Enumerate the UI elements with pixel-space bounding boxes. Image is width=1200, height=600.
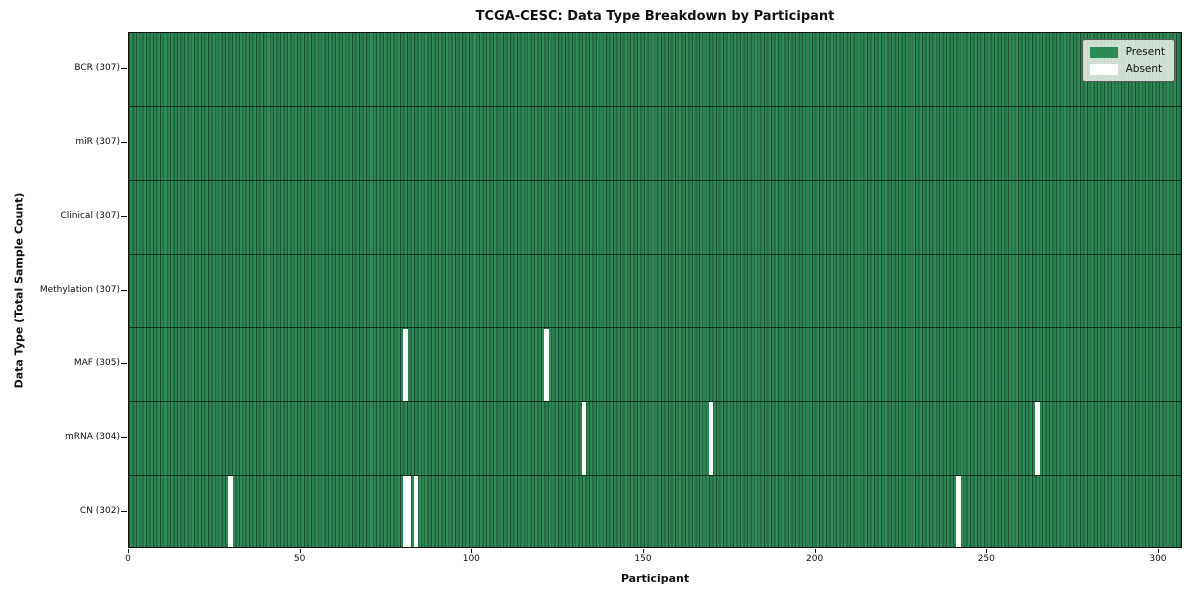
legend-label-absent: Absent <box>1125 63 1163 75</box>
row-separator <box>129 179 1181 181</box>
x-tick-label: 150 <box>634 554 652 564</box>
absent-swatch-icon <box>1089 63 1118 75</box>
present-swatch-icon <box>1089 46 1118 58</box>
x-tick-mark <box>642 549 644 553</box>
x-tick-mark <box>471 549 473 553</box>
row-separator <box>129 474 1181 476</box>
y-tick-label-mRNA: mRNA (304) <box>65 431 120 442</box>
legend-entry-absent: Absent <box>1089 63 1165 75</box>
x-axis-label: Participant <box>620 572 690 585</box>
y-tick-mark <box>121 363 127 365</box>
absent-bar-MAF-121 <box>544 328 549 402</box>
plot-area: Present Absent <box>128 32 1182 548</box>
x-tick-label: 0 <box>125 554 131 564</box>
absent-bar-CN-29 <box>228 476 233 547</box>
absent-bar-CN-81 <box>406 476 412 547</box>
legend-entry-present: Present <box>1089 46 1165 58</box>
absent-bar-mRNA-132 <box>581 402 587 475</box>
absent-bar-MAF-80 <box>403 328 408 402</box>
chart-title: TCGA-CESC: Data Type Breakdown by Partic… <box>475 9 835 24</box>
absent-bar-mRNA-264 <box>1034 402 1040 475</box>
y-tick-mark <box>121 68 127 70</box>
y-tick-mark <box>121 510 127 512</box>
x-tick-mark <box>299 549 301 553</box>
row-separator <box>129 106 1181 108</box>
x-tick-label: 50 <box>293 554 306 564</box>
row-separator <box>129 253 1181 255</box>
y-tick-label-MAF: MAF (305) <box>73 358 120 369</box>
absent-bar-CN-80 <box>403 476 408 547</box>
legend: Present Absent <box>1081 39 1175 82</box>
y-tick-mark <box>121 289 127 291</box>
row-separator <box>129 401 1181 403</box>
x-tick-mark <box>814 549 816 553</box>
y-tick-label-Clinical: Clinical (307) <box>60 210 120 221</box>
y-tick-mark <box>121 142 127 144</box>
y-tick-label-Methylation: Methylation (307) <box>39 284 120 295</box>
y-tick-mark <box>121 215 127 217</box>
x-tick-label: 200 <box>806 554 824 564</box>
x-tick-label: 100 <box>462 554 480 564</box>
x-tick-label: 300 <box>1149 554 1167 564</box>
row-separator <box>129 327 1181 329</box>
x-tick-label: 250 <box>977 554 995 564</box>
y-tick-label-miR: miR (307) <box>75 137 120 148</box>
plot-area-inner <box>129 33 1181 547</box>
legend-label-present: Present <box>1125 46 1165 58</box>
absent-bar-CN-241 <box>956 476 961 547</box>
y-tick-label-BCR: BCR (307) <box>74 63 120 74</box>
x-tick-mark <box>128 549 129 553</box>
y-tick-label-CN: CN (302) <box>79 505 120 516</box>
absent-bar-mRNA-169 <box>708 402 714 475</box>
absent-bar-CN-83 <box>413 476 419 547</box>
y-tick-mark <box>121 436 127 438</box>
x-tick-mark <box>1157 549 1159 553</box>
x-tick-mark <box>986 549 988 553</box>
